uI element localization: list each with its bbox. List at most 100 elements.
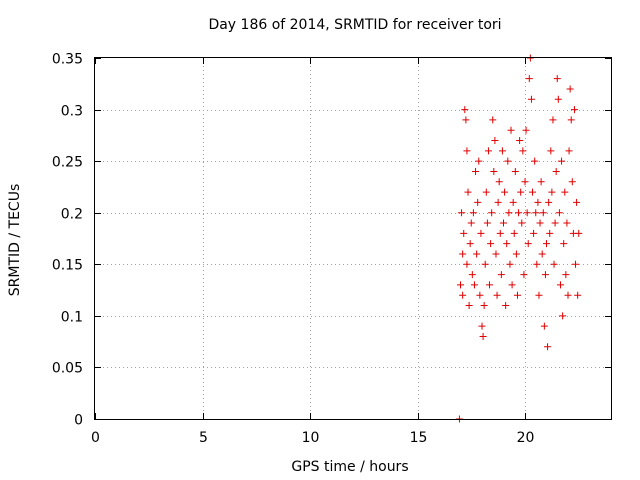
data-point (558, 157, 566, 165)
plot-frame (94, 57, 612, 420)
data-point (517, 188, 525, 196)
data-point (573, 198, 581, 206)
data-point (545, 198, 553, 206)
data-point (503, 240, 511, 248)
y-axis-label: SRMTID / TECUs (7, 184, 23, 297)
y-tick-label: 0.15 (52, 258, 83, 274)
data-point (475, 157, 483, 165)
data-point (568, 178, 576, 186)
data-point (541, 271, 549, 279)
data-point (535, 291, 543, 299)
data-point (491, 137, 499, 145)
data-point (497, 271, 505, 279)
data-point (473, 250, 481, 258)
data-point (564, 291, 572, 299)
data-point (508, 281, 516, 289)
data-point (559, 312, 567, 320)
data-point (562, 271, 570, 279)
y-tick-label: 0.3 (61, 104, 83, 120)
data-point (575, 229, 583, 237)
data-point (561, 188, 569, 196)
data-point (479, 332, 487, 340)
data-point (495, 178, 503, 186)
data-points (455, 54, 583, 423)
x-tick-label: 0 (91, 430, 100, 446)
data-point (565, 147, 573, 155)
data-point (480, 302, 488, 310)
data-point (463, 147, 471, 155)
data-point (515, 209, 523, 217)
data-point (521, 178, 529, 186)
data-point (463, 260, 471, 268)
data-point (459, 250, 467, 258)
x-tick-label: 5 (199, 430, 208, 446)
y-tick-label: 0.1 (61, 310, 83, 326)
data-point (529, 188, 537, 196)
data-point (510, 229, 518, 237)
data-point (522, 126, 530, 134)
data-point (507, 126, 515, 134)
data-point (465, 302, 473, 310)
data-point (461, 106, 469, 114)
data-point (530, 229, 538, 237)
data-point (570, 106, 578, 114)
data-point (490, 167, 498, 175)
y-tick-label: 0.35 (52, 52, 83, 68)
data-point (566, 85, 574, 93)
data-point (458, 209, 466, 217)
data-point (469, 209, 477, 217)
data-point (483, 219, 491, 227)
data-point (536, 219, 544, 227)
data-point (512, 250, 520, 258)
data-point (574, 291, 582, 299)
data-point (546, 229, 554, 237)
data-point (549, 116, 557, 124)
data-point (519, 147, 527, 155)
data-point (560, 240, 568, 248)
data-point (462, 116, 470, 124)
data-point (513, 291, 521, 299)
data-point (550, 260, 558, 268)
data-point (532, 209, 540, 217)
chart-title: Day 186 of 2014, SRMTID for receiver tor… (208, 17, 501, 33)
data-point (551, 219, 559, 227)
data-point (476, 291, 484, 299)
data-point (552, 167, 560, 175)
data-point (539, 209, 547, 217)
y-tick-label: 0.05 (52, 361, 83, 377)
data-point (572, 260, 580, 268)
data-point (509, 198, 517, 206)
data-point (457, 281, 464, 289)
data-point (472, 167, 480, 175)
data-point (505, 209, 513, 217)
data-point (500, 219, 507, 227)
data-point (484, 147, 492, 155)
data-point (506, 260, 514, 268)
data-point (543, 240, 550, 248)
data-point (554, 95, 562, 103)
data-point (518, 219, 526, 227)
data-point (524, 240, 532, 248)
data-point (492, 250, 500, 258)
axes: 0 5 10 15 20 0 0.05 0.1 0.15 0.2 0.25 0.3 0.35 (52, 52, 611, 446)
data-point (493, 291, 501, 299)
data-point (468, 271, 476, 279)
data-point (548, 188, 556, 196)
data-point (460, 229, 468, 237)
data-point (520, 271, 528, 279)
y-tick-label: 0.25 (52, 155, 83, 171)
data-point (496, 229, 504, 237)
data-point (467, 219, 475, 227)
data-point (478, 322, 486, 330)
data-point (481, 260, 489, 268)
x-axis-label: GPS time / hours (291, 459, 408, 475)
data-point (534, 198, 542, 206)
data-point (567, 116, 575, 124)
data-point (523, 209, 531, 217)
y-tick-label: 0 (74, 413, 83, 429)
data-point (553, 75, 561, 83)
data-point (511, 167, 519, 175)
data-point (537, 178, 545, 186)
data-point (525, 75, 533, 83)
